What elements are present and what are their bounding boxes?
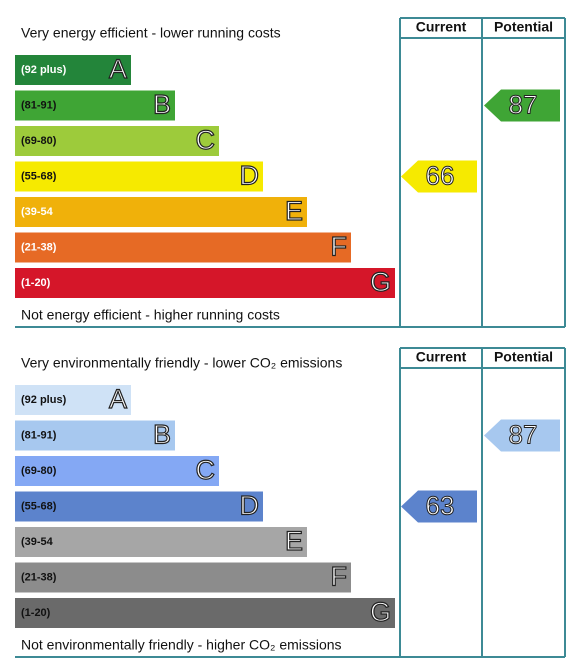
rating-arrow [484, 89, 560, 122]
band-range: (69-80) [21, 465, 57, 477]
band-range: (55-68) [21, 500, 57, 512]
band-range: (21-38) [21, 571, 57, 583]
band-range: (92 plus) [21, 394, 67, 406]
band-letter: E [285, 196, 303, 226]
top-text: Very energy efficient - lower running co… [21, 25, 281, 41]
band-bar [15, 197, 307, 227]
rating-value: 66 [426, 160, 455, 190]
bottom-text: Not environmentally friendly - higher CO… [21, 637, 342, 653]
band-bar [15, 598, 395, 628]
band-bar [15, 456, 219, 486]
bottom-text: Not energy efficient - higher running co… [21, 307, 280, 323]
band-range: (55-68) [21, 170, 57, 182]
band-range: (1-20) [21, 607, 51, 619]
band-letter: C [196, 455, 216, 485]
rating-value: 87 [509, 89, 538, 119]
rating-arrow [484, 419, 560, 452]
band-bar [15, 55, 131, 85]
band-letter: B [153, 90, 171, 120]
top-text: Very environmentally friendly - lower CO… [21, 355, 342, 371]
band-bar [15, 161, 263, 192]
band-range: (39-54 [21, 536, 54, 548]
rating-value: 63 [426, 490, 455, 520]
column-header: Current [416, 19, 467, 35]
band-bar [15, 562, 351, 593]
band-letter: D [240, 161, 260, 191]
column-header: Current [416, 349, 467, 365]
band-range: (69-80) [21, 135, 57, 147]
band-letter: F [331, 562, 348, 592]
band-range: (81-91) [21, 99, 57, 111]
band-range: (21-38) [21, 241, 57, 253]
band-bar [15, 268, 395, 298]
band-bar [15, 420, 175, 451]
band-letter: E [285, 526, 303, 556]
column-header: Potential [494, 349, 553, 365]
band-bar [15, 385, 131, 415]
band-range: (81-91) [21, 429, 57, 441]
band-bar [15, 527, 307, 557]
band-bar [15, 491, 263, 522]
band-bar [15, 126, 219, 156]
band-letter: F [331, 232, 348, 262]
band-range: (92 plus) [21, 64, 67, 76]
band-letter: A [109, 54, 127, 84]
rating-arrow [401, 490, 477, 523]
band-letter: G [370, 597, 391, 627]
rating-value: 87 [509, 419, 538, 449]
band-letter: C [196, 125, 216, 155]
band-letter: B [153, 420, 171, 450]
band-bar [15, 90, 175, 121]
band-letter: D [240, 491, 260, 521]
rating-arrow [401, 160, 477, 193]
band-letter: A [109, 384, 127, 414]
band-letter: G [370, 267, 391, 297]
band-range: (39-54 [21, 206, 54, 218]
column-header: Potential [494, 19, 553, 35]
band-range: (1-20) [21, 277, 51, 289]
band-bar [15, 232, 351, 263]
